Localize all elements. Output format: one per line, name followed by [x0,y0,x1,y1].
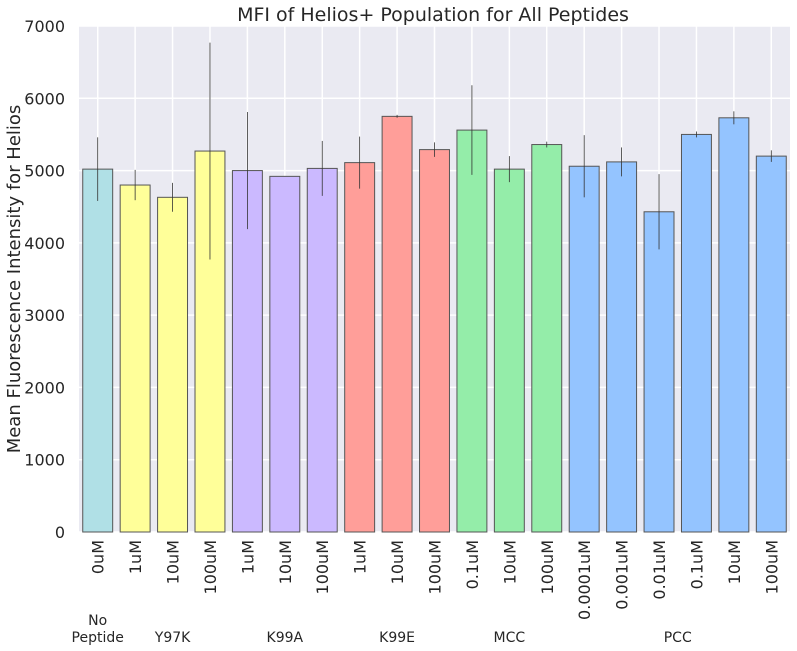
x-tick-labels: 0uM 1uM 10uM 100uM 1uM 10uM 100uM 1uM 10uM 100uM 0… [89,540,782,620]
group-label: Y97K [154,630,191,646]
y-tick-label: 5000 [24,162,65,181]
bar [306,167,338,533]
bar [344,162,376,533]
bar [643,211,675,533]
x-tick-label: 10uM [164,540,183,584]
x-tick-label: 10uM [725,540,744,584]
x-tick-label: 0.1uM [687,540,706,589]
bar [493,168,525,533]
x-tick-label: 100uM [313,540,332,594]
bar [231,170,263,533]
x-tick-label: 10uM [500,540,519,584]
chart-title: MFI of Helios+ Population for All Peptid… [237,4,629,26]
y-tick-label: 3000 [24,306,65,325]
x-tick-label: 0uM [89,540,108,574]
y-tick-label: 2000 [24,378,65,397]
group-label: K99A [267,630,304,646]
group-label: MCC [494,630,526,646]
y-tick-label: 4000 [24,234,65,253]
x-tick-label: 100uM [762,540,781,594]
x-tick-label: 0.01uM [650,540,669,600]
bar [606,161,638,533]
y-tick-label: 0 [55,523,65,542]
group-label: PCC [664,630,692,646]
bar [269,175,301,533]
bar [381,115,413,533]
x-tick-label: 10uM [276,540,295,584]
group-label: No Peptide [72,613,124,646]
x-tick-label: 0.1uM [463,540,482,589]
x-tick-label: 1uM [351,540,370,574]
bar [82,168,114,533]
group-label: K99E [379,630,415,646]
y-tick-label: 6000 [24,89,65,108]
y-tick-label: 7000 [24,17,65,36]
bar [680,133,712,533]
x-tick-label: 100uM [538,540,557,594]
bars [82,115,787,533]
y-tick-labels: 0 1000 2000 3000 4000 5000 6000 7000 [24,17,65,542]
x-tick-label: 10uM [388,540,407,584]
group-labels: No Peptide Y97K K99A K99E MCC PCC [72,613,692,646]
x-tick-label: 0.001uM [613,540,632,610]
bar [157,196,189,533]
x-tick-label: 100uM [426,540,445,594]
bar [718,117,750,533]
x-tick-label: 1uM [238,540,257,574]
bar [419,149,450,533]
bar [456,129,488,533]
bar [119,184,151,533]
x-tick-label: 1uM [126,540,145,574]
bar [531,144,563,533]
x-tick-label: 100uM [201,540,220,594]
x-tick-label: 0.0001uM [575,540,594,620]
y-tick-label: 1000 [24,451,65,470]
bar [568,165,600,533]
y-axis-label: Mean Fluorescence Intensity for Helios [4,105,25,454]
error-bars [97,42,772,260]
bar [755,155,787,533]
